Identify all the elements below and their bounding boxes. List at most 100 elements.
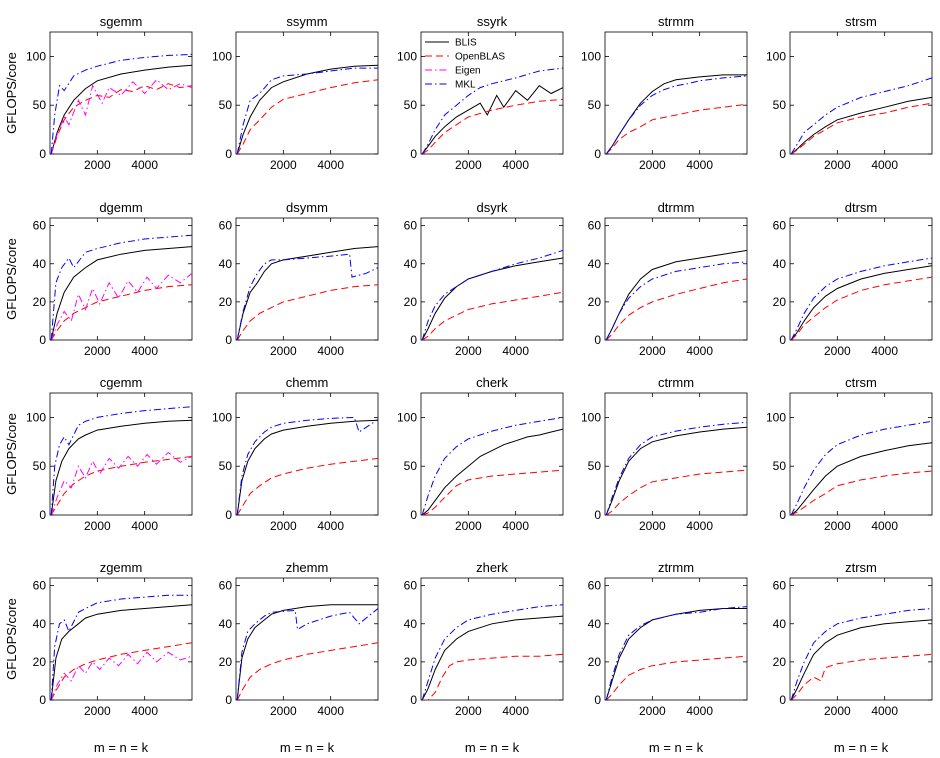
y-tick-label: 60	[33, 579, 47, 593]
y-tick-label: 100	[26, 410, 46, 424]
y-tick-label: 50	[33, 459, 47, 473]
x-tick-label: 4000	[871, 519, 898, 533]
panel-title: chemm	[286, 375, 329, 390]
panel-axes-box	[49, 577, 193, 701]
y-tick-label: 0	[410, 693, 417, 707]
y-tick-label: 20	[773, 655, 787, 669]
panel-axes-box	[420, 31, 564, 155]
y-axis-label: GFLOPS/core	[4, 52, 19, 134]
series-line-openblas	[605, 469, 747, 515]
series-group	[236, 246, 378, 340]
panel-ztrmm: ztrmm 0 20 40 60 2000 4000 m = n = k	[588, 560, 748, 755]
series-group	[790, 257, 932, 340]
panel-strmm: strmm 0 50 100 2000 4000	[581, 14, 748, 172]
x-tick-label: 2000	[639, 519, 666, 533]
y-tick-label: 20	[219, 295, 233, 309]
y-tick-label: 40	[773, 257, 787, 271]
y-tick-label: 0	[779, 693, 786, 707]
y-tick-label: 60	[404, 579, 418, 593]
series-line-blis	[605, 249, 747, 340]
panel-title: cherk	[476, 375, 508, 390]
y-tick-label: 0	[594, 508, 601, 522]
panel-title: dtrmm	[658, 200, 695, 215]
x-axis-label: m = n = k	[649, 740, 704, 755]
series-line-openblas	[236, 284, 378, 340]
y-tick-label: 0	[410, 333, 417, 347]
x-axis-label: m = n = k	[465, 740, 520, 755]
panel-dsyrk: dsyrk 0 20 40 60 2000 4000	[404, 200, 564, 358]
series-line-blis	[790, 96, 932, 154]
x-tick-label: 4000	[317, 344, 344, 358]
x-tick-label: 2000	[824, 158, 851, 172]
y-tick-label: 0	[225, 508, 232, 522]
x-tick-label: 4000	[131, 704, 158, 718]
series-group	[236, 604, 378, 700]
y-tick-label: 60	[773, 219, 787, 233]
panel-axes-box	[420, 392, 564, 516]
series-group	[605, 249, 747, 340]
panel-title: ssymm	[286, 14, 327, 29]
series-line-mkl	[236, 608, 378, 700]
x-tick-label: 2000	[824, 704, 851, 718]
x-tick-label: 2000	[455, 158, 482, 172]
y-tick-label: 20	[588, 655, 602, 669]
series-line-eigen	[50, 451, 192, 515]
x-tick-label: 4000	[502, 704, 529, 718]
series-line-openblas	[605, 278, 747, 340]
y-tick-label: 20	[219, 655, 233, 669]
legend-label-eigen: Eigen	[455, 66, 481, 77]
series-line-openblas	[421, 291, 563, 340]
panel-dtrmm: dtrmm 0 20 40 60 2000 4000	[588, 200, 748, 358]
series-line-openblas	[236, 457, 378, 515]
y-tick-label: 40	[219, 257, 233, 271]
series-group	[236, 64, 378, 154]
series-line-mkl	[50, 53, 192, 154]
series-group	[605, 74, 747, 154]
legend-label-blis: BLIS	[455, 38, 477, 49]
series-line-openblas	[50, 284, 192, 340]
x-tick-label: 2000	[455, 344, 482, 358]
panel-title: dsyrk	[476, 200, 508, 215]
series-line-mkl	[605, 606, 747, 700]
series-line-openblas	[790, 470, 932, 515]
x-axis-label: m = n = k	[280, 740, 335, 755]
y-tick-label: 100	[766, 410, 786, 424]
series-group	[236, 416, 378, 515]
panel-zhemm: zhemm 0 20 40 60 2000 4000 m = n = k	[219, 560, 379, 755]
y-tick-label: 40	[33, 257, 47, 271]
legend-label-openblas: OpenBLAS	[455, 52, 505, 63]
panel-title: strmm	[658, 14, 694, 29]
panel-title: ztrmm	[658, 560, 694, 575]
panel-ssymm: ssymm 0 50 100 2000 4000	[212, 14, 379, 172]
series-line-blis	[421, 85, 563, 154]
series-line-blis	[605, 608, 747, 700]
series-line-mkl	[421, 249, 563, 340]
panel-title: cgemm	[100, 375, 143, 390]
y-tick-label: 0	[225, 147, 232, 161]
series-line-blis	[605, 426, 747, 515]
series-line-blis	[790, 619, 932, 700]
panel-sgemm: sgemm 0 50 100 2000 4000 GFLOPS/core	[4, 14, 193, 172]
series-group	[50, 53, 192, 154]
series-line-mkl	[790, 420, 932, 515]
series-line-mkl	[790, 77, 932, 154]
series-line-blis	[236, 64, 378, 154]
y-tick-label: 50	[219, 459, 233, 473]
x-tick-label: 4000	[871, 344, 898, 358]
panel-strsm: strsm 0 50 100 2000 4000	[766, 14, 933, 172]
y-tick-label: 50	[33, 98, 47, 112]
series-line-mkl	[421, 416, 563, 515]
series-group	[50, 406, 192, 515]
panel-dtrsm: dtrsm 0 20 40 60 2000 4000	[773, 200, 933, 358]
x-tick-label: 4000	[502, 344, 529, 358]
x-tick-label: 4000	[686, 519, 713, 533]
panel-axes-box	[235, 577, 379, 701]
panel-title: dgemm	[99, 200, 142, 215]
series-line-eigen	[50, 79, 192, 154]
panel-zgemm: zgemm 0 20 40 60 2000 4000 GFLOPS/core m = n = k	[4, 560, 193, 755]
series-group	[790, 77, 932, 154]
y-tick-label: 50	[404, 98, 418, 112]
series-line-blis	[50, 64, 192, 154]
series-line-openblas	[605, 103, 747, 154]
